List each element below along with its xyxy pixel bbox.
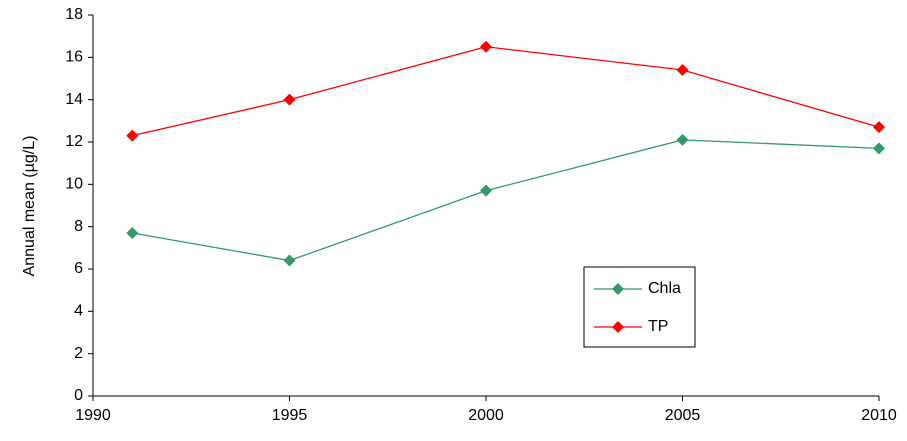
x-tick-label: 1990: [75, 407, 111, 424]
series-line: [132, 139, 880, 262]
data-point: [676, 64, 689, 77]
data-point: [873, 142, 885, 155]
y-tick-label: 4: [74, 303, 83, 320]
y-tick-label: 12: [65, 133, 83, 150]
y-tick-label: 18: [65, 6, 83, 23]
x-tick-label: 2010: [861, 407, 897, 424]
y-tick-label: 16: [65, 49, 83, 66]
data-point: [126, 227, 139, 240]
y-tick-label: 14: [65, 91, 83, 108]
y-tick-label: 0: [74, 387, 83, 404]
data-point: [283, 93, 296, 106]
x-tick-label: 2005: [665, 407, 701, 424]
legend-marker: [612, 321, 624, 333]
legend: [583, 266, 696, 348]
y-tick-label: 2: [74, 345, 83, 362]
y-axis-label: Annual mean (µg/L): [21, 136, 38, 277]
data-point: [480, 184, 492, 197]
y-tick-label: 6: [74, 260, 83, 277]
legend-label: TP: [648, 318, 668, 335]
x-tick-label: 1995: [272, 407, 308, 424]
y-tick-label: 10: [65, 176, 83, 193]
x-tick-label: 2000: [468, 407, 504, 424]
data-point: [676, 133, 689, 146]
data-point: [873, 121, 885, 134]
data-point: [480, 40, 492, 53]
data-point: [283, 254, 296, 267]
data-point: [126, 129, 139, 142]
series-line: [132, 46, 880, 137]
legend-label: Chla: [648, 280, 681, 297]
y-tick-label: 8: [74, 218, 83, 235]
legend-marker: [612, 283, 624, 295]
